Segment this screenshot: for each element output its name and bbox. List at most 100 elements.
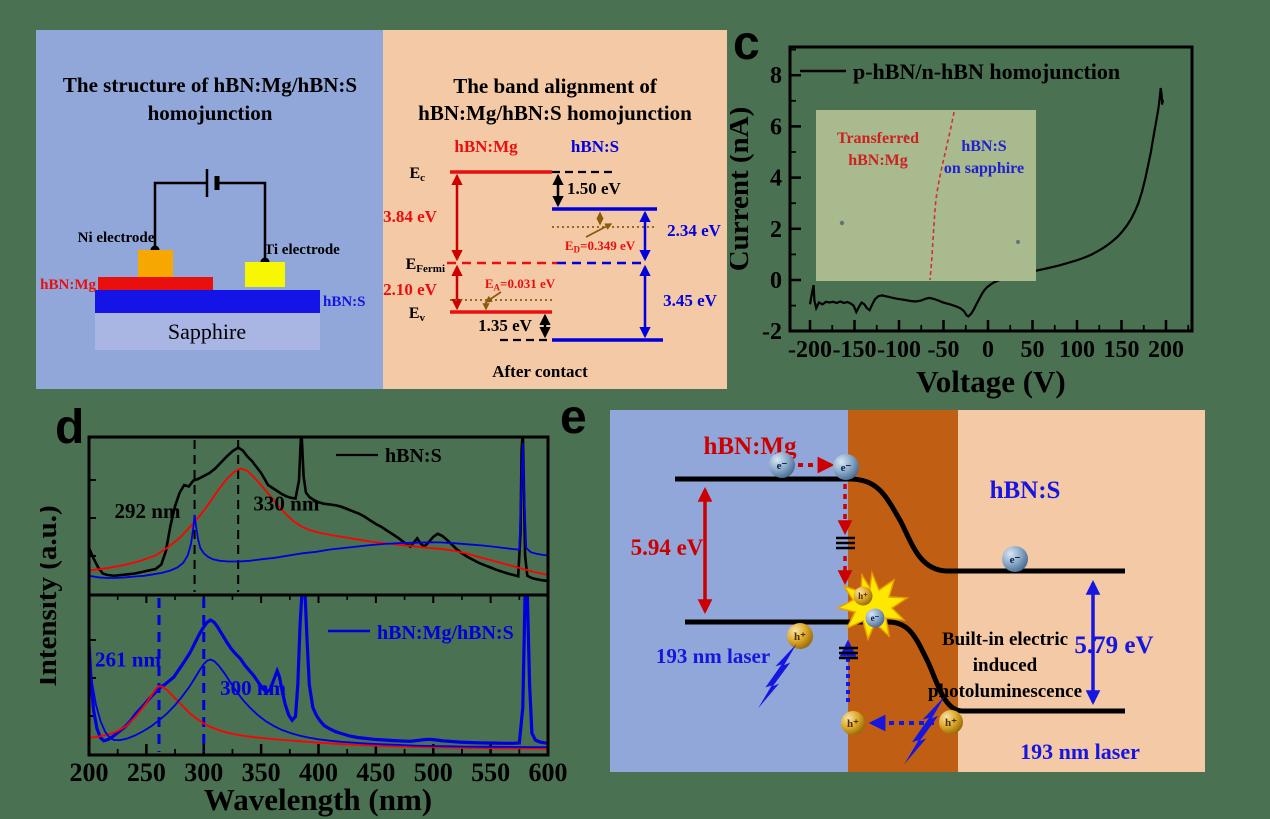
hole-in-burst	[853, 586, 873, 606]
iv-dynamic-layer: -200 -150 -100 -50 0 50 100 150 200 -2 0 2 4 6 8	[762, 48, 1190, 363]
panel-a-structure: The structure of hBN:Mg/hBN:S homojuncti…	[36, 30, 383, 389]
pl-xaxis-title: Wavelength (nm)	[204, 782, 432, 817]
iv-legend-label: p-hBN/n-hBN homojunction	[853, 59, 1120, 84]
ni-electrode	[138, 250, 173, 277]
panel-d-pl-chart: 200 250 300 350 400 450 500 550 600 292 nm 330 nm 2…	[40, 435, 568, 817]
svg-text:550: 550	[471, 758, 510, 787]
pl-series	[90, 442, 547, 579]
panel-b-svg: The band alignment of hBN:Mg/hBN:S homoj…	[383, 74, 722, 381]
hbn-mg-layer	[98, 277, 213, 290]
inset-label-hbns-2: on sapphire	[944, 160, 1024, 177]
pl-annotation: 292 nm	[115, 499, 181, 523]
iv-xaxis-title: Voltage (V)	[916, 364, 1066, 399]
eg-mg-cb-value: 3.84 eV	[383, 207, 438, 226]
inset-label-transferred-1: Transferred	[837, 130, 919, 147]
svg-text:h⁺: h⁺	[847, 718, 859, 730]
electron-in-burst	[865, 608, 885, 628]
pl-legend-top-label: hBN:S	[385, 445, 442, 467]
sapphire-label: Sapphire	[168, 319, 246, 344]
svg-text:150: 150	[1104, 337, 1140, 363]
svg-text:2: 2	[770, 217, 782, 243]
inset-speck	[1016, 240, 1020, 244]
panel-b-band-alignment: The band alignment of hBN:Mg/hBN:S homoj…	[383, 30, 727, 389]
pl-series	[90, 467, 547, 576]
hbn-s-label: hBN:S	[323, 294, 366, 310]
inset-label-hbns-1: hBN:S	[961, 138, 1006, 155]
svg-text:6: 6	[770, 114, 782, 140]
svg-text:h⁺: h⁺	[858, 591, 868, 601]
svg-text:200: 200	[70, 758, 109, 787]
svg-text:e⁻: e⁻	[777, 460, 788, 472]
electron-sphere: e⁻	[1002, 546, 1028, 572]
pl-annotation: 261 nm	[95, 647, 161, 671]
svg-text:-200: -200	[788, 337, 832, 363]
svg-text:-100: -100	[877, 337, 921, 363]
svg-text:4: 4	[770, 166, 782, 192]
recombination-starburst-icon: h⁺ e⁻	[835, 570, 910, 642]
bandgap-s-value: 5.79 eV	[1074, 632, 1153, 659]
material-label-mg: hBN:Mg	[454, 137, 518, 156]
inset-image	[816, 110, 1036, 281]
ti-electrode-label: Ti electrode	[264, 242, 340, 258]
inset-speck	[975, 166, 979, 170]
panel-a-svg: The structure of hBN:Mg/hBN:S homojuncti…	[40, 73, 366, 350]
inset-label-transferred-2: hBN:Mg	[848, 152, 908, 169]
panel-c-iv-chart: -200 -150 -100 -50 0 50 100 150 200 -2 0 2 4 6 8 p-hBN…	[730, 45, 1194, 399]
region-label-s: hBN:S	[990, 477, 1061, 504]
panel-b-title-line1: The band alignment of	[453, 74, 658, 98]
builtin-caption-3: photoluminescence	[928, 681, 1082, 702]
panel-e-letter: e	[560, 391, 587, 444]
svg-text:e⁻: e⁻	[841, 462, 852, 474]
acceptor-pointer-arrow	[484, 291, 502, 303]
svg-text:-150: -150	[833, 337, 877, 363]
material-label-s: hBN:S	[571, 137, 619, 156]
svg-text:100: 100	[1059, 337, 1095, 363]
cb-offset-value: 1.50 eV	[567, 179, 622, 198]
panel-a-title-line2: homojunction	[148, 101, 273, 125]
panel-c-letter: c	[733, 17, 760, 70]
svg-text:8: 8	[770, 63, 782, 89]
inset-boundary-dashed-line	[929, 111, 955, 281]
hole-sphere: h⁺	[787, 623, 813, 649]
ec-label: Ec	[409, 165, 425, 184]
inset-speck	[839, 220, 845, 226]
svg-text:h⁺: h⁺	[945, 717, 957, 729]
svg-text:350: 350	[242, 758, 281, 787]
svg-text:e⁻: e⁻	[1010, 554, 1021, 566]
ti-electrode	[245, 262, 285, 287]
svg-text:600: 600	[529, 758, 568, 787]
eg-s-cb-value: 2.34 eV	[667, 221, 722, 240]
builtin-caption-1: Built-in electric	[942, 629, 1068, 650]
svg-text:h⁺: h⁺	[794, 631, 806, 643]
donor-energy-label: ED=0.349 eV	[565, 238, 636, 255]
valence-band-line	[685, 619, 1125, 714]
iv-inset-micrograph: Transferred hBN:Mg hBN:S on sapphire	[816, 110, 1036, 281]
trap-states-lower-icon	[839, 646, 858, 660]
iv-frame	[788, 45, 1194, 333]
svg-text:-2: -2	[762, 319, 782, 345]
panel-e-svg: hBN:Mg hBN:S 5.94 eV 5.79 eV h⁺	[631, 433, 1154, 765]
ev-label: Ev	[409, 305, 426, 324]
pl-series	[90, 658, 547, 749]
sapphire-layer	[95, 313, 320, 350]
electron-sphere: e⁻	[769, 452, 795, 478]
pl-legend-bottom-label: hBN:Mg/hBN:S	[377, 622, 514, 644]
laser-bolt-left-icon	[758, 644, 797, 709]
trap-states-upper-icon	[836, 536, 855, 550]
efermi-label: EFermi	[406, 256, 445, 275]
pl-series	[90, 438, 547, 583]
acceptor-energy-label: EA=0.031 eV	[485, 276, 556, 293]
svg-text:400: 400	[299, 758, 338, 787]
pl-series	[90, 596, 547, 745]
pl-series	[90, 685, 547, 750]
panel-a-title-line1: The structure of hBN:Mg/hBN:S	[63, 73, 357, 97]
pl-yaxis-title: Intensity (a.u.)	[40, 505, 63, 686]
inset-speck	[904, 134, 908, 138]
svg-text:250: 250	[127, 758, 166, 787]
ni-electrode-label: Ni electrode	[78, 230, 155, 246]
panel-e-schematic: hBN:Mg hBN:S 5.94 eV 5.79 eV h⁺	[610, 410, 1205, 772]
panel-b-title-line2: hBN:Mg/hBN:S homojunction	[418, 101, 692, 125]
svg-text:-50: -50	[928, 337, 960, 363]
svg-text:500: 500	[414, 758, 453, 787]
pl-dynamic-layer: 200 250 300 350 400 450 500 550 600 292 nm 330 nm 2…	[70, 438, 568, 787]
